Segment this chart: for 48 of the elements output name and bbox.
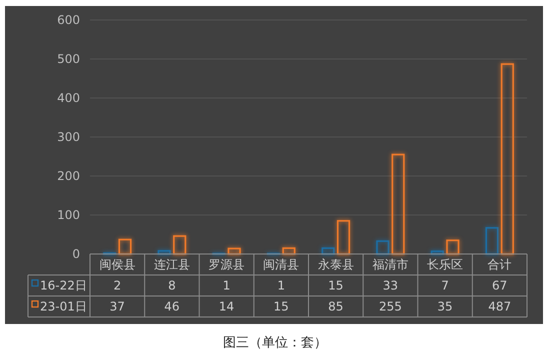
data-label: 67 — [492, 278, 508, 293]
data-label: 487 — [488, 300, 512, 314]
x-tick-label: 福清市 — [372, 258, 408, 272]
legend-label: 23-01日 — [40, 300, 87, 314]
legend-label: 16-22日 — [40, 278, 87, 293]
data-label: 37 — [110, 300, 125, 314]
y-tick-label: 200 — [57, 169, 80, 184]
bar — [228, 248, 241, 255]
bar — [500, 63, 514, 255]
bar — [430, 250, 444, 255]
data-label: 2 — [113, 278, 122, 293]
x-tick-label: 永泰县 — [318, 258, 354, 272]
x-tick-label: 连江县 — [154, 258, 190, 272]
data-label: 1 — [277, 278, 286, 293]
x-tick-label: 闽侯县 — [99, 258, 136, 272]
bar — [336, 220, 350, 255]
bar — [376, 240, 390, 255]
bar — [158, 250, 171, 255]
x-tick-label: 罗源县 — [208, 258, 245, 272]
data-label: 255 — [378, 300, 402, 314]
data-label: 7 — [441, 278, 449, 293]
data-label: 1 — [222, 278, 230, 293]
data-label: 15 — [328, 278, 344, 293]
data-label: 46 — [164, 300, 180, 314]
x-tick-label: 长乐区 — [427, 258, 464, 272]
y-tick-label: 500 — [57, 52, 80, 66]
data-label: 35 — [437, 300, 453, 314]
y-tick-label: 0 — [72, 247, 80, 262]
data-label: 8 — [168, 278, 176, 293]
x-tick-label: 闽清县 — [263, 258, 300, 272]
data-label: 15 — [274, 300, 289, 314]
bar — [103, 252, 116, 255]
bar — [485, 227, 499, 255]
data-label: 14 — [218, 300, 234, 314]
bar — [446, 240, 460, 255]
y-tick-label: 300 — [57, 130, 80, 144]
x-tick-label: 合计 — [488, 258, 512, 272]
data-label: 33 — [382, 278, 398, 293]
text: 图三（单位：套） — [223, 336, 327, 351]
bar — [173, 235, 186, 255]
bar — [282, 247, 296, 255]
bar — [392, 154, 405, 255]
bar — [322, 247, 335, 255]
y-tick-label: 400 — [57, 91, 80, 106]
bar — [118, 238, 132, 255]
y-tick-label: 600 — [57, 13, 80, 28]
data-label: 85 — [328, 300, 344, 314]
y-tick-label: 100 — [57, 208, 80, 222]
